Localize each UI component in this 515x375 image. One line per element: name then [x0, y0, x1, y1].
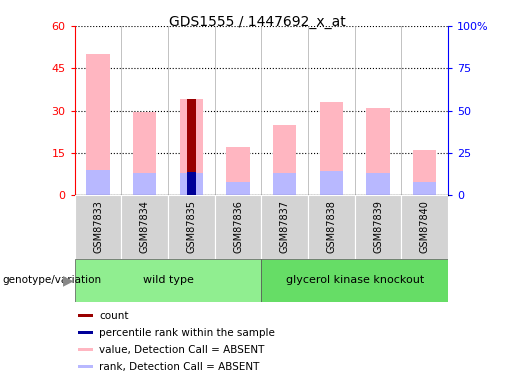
FancyBboxPatch shape — [168, 195, 215, 259]
FancyBboxPatch shape — [122, 195, 168, 259]
FancyBboxPatch shape — [401, 195, 448, 259]
Bar — [273, 173, 296, 195]
Text: percentile rank within the sample: percentile rank within the sample — [99, 328, 275, 338]
Text: genotype/variation: genotype/variation — [3, 275, 101, 285]
FancyBboxPatch shape — [75, 195, 122, 259]
Text: ▶: ▶ — [63, 273, 73, 287]
Bar — [133, 173, 157, 195]
Bar — [227, 182, 250, 195]
Text: GSM87834: GSM87834 — [140, 200, 150, 254]
Bar — [180, 173, 203, 195]
Bar — [320, 171, 343, 195]
Text: wild type: wild type — [143, 275, 194, 285]
Text: GSM87838: GSM87838 — [327, 200, 336, 254]
Bar — [227, 147, 250, 195]
Bar — [133, 112, 157, 195]
FancyBboxPatch shape — [261, 259, 448, 302]
Text: glycerol kinase knockout: glycerol kinase knockout — [286, 275, 424, 285]
FancyBboxPatch shape — [78, 331, 93, 334]
Bar — [273, 124, 296, 195]
Bar — [320, 102, 343, 195]
Text: rank, Detection Call = ABSENT: rank, Detection Call = ABSENT — [99, 362, 260, 372]
FancyBboxPatch shape — [355, 195, 401, 259]
Bar — [87, 54, 110, 195]
FancyBboxPatch shape — [78, 365, 93, 368]
Text: count: count — [99, 311, 128, 321]
Text: GDS1555 / 1447692_x_at: GDS1555 / 1447692_x_at — [169, 15, 346, 29]
Text: GSM87840: GSM87840 — [420, 200, 430, 254]
FancyBboxPatch shape — [215, 195, 261, 259]
Bar — [187, 172, 196, 195]
Text: GSM87836: GSM87836 — [233, 200, 243, 254]
FancyBboxPatch shape — [78, 348, 93, 351]
Text: GSM87839: GSM87839 — [373, 200, 383, 254]
Bar — [366, 108, 390, 195]
Bar — [187, 99, 196, 195]
Text: value, Detection Call = ABSENT: value, Detection Call = ABSENT — [99, 345, 264, 355]
Bar — [413, 182, 436, 195]
Bar — [413, 150, 436, 195]
Text: GSM87835: GSM87835 — [186, 200, 196, 254]
FancyBboxPatch shape — [75, 259, 261, 302]
FancyBboxPatch shape — [308, 195, 355, 259]
Text: GSM87837: GSM87837 — [280, 200, 290, 254]
Text: GSM87833: GSM87833 — [93, 200, 103, 254]
Bar — [87, 170, 110, 195]
FancyBboxPatch shape — [261, 195, 308, 259]
FancyBboxPatch shape — [78, 314, 93, 318]
Bar — [180, 99, 203, 195]
Bar — [366, 173, 390, 195]
